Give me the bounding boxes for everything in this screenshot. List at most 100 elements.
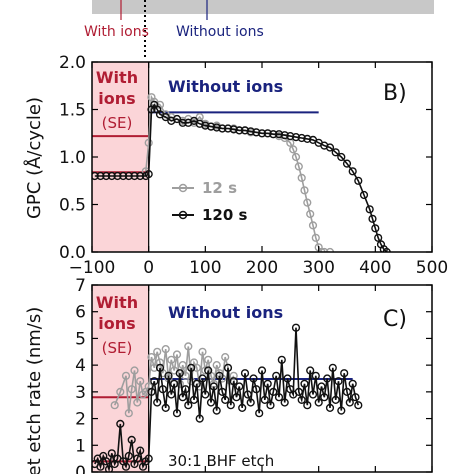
data-point — [178, 361, 187, 370]
data-point — [308, 221, 318, 230]
data-point — [172, 350, 182, 359]
x-tick-label: 500 — [416, 258, 448, 278]
data-point — [136, 171, 145, 181]
data-point — [150, 363, 159, 372]
data-point — [92, 171, 99, 181]
data-point — [297, 173, 306, 183]
data-point — [218, 387, 227, 397]
data-point — [223, 124, 233, 133]
data-point — [155, 363, 165, 372]
data-point — [325, 247, 335, 252]
data-point — [240, 369, 250, 378]
data-point — [184, 401, 193, 410]
data-point — [104, 465, 114, 472]
data-point — [121, 462, 131, 471]
y-tick-label: 0 — [75, 463, 86, 474]
data-point — [303, 401, 312, 410]
data-point — [170, 379, 179, 388]
data-point — [226, 401, 235, 410]
data-point — [181, 385, 190, 394]
panel-c-ylabel: Wet etch rate (nm/s) — [24, 307, 45, 474]
data-point — [107, 449, 116, 458]
data-point — [348, 167, 357, 176]
data-point — [280, 398, 289, 407]
data-point — [229, 125, 238, 134]
data-point — [246, 127, 255, 136]
data-point — [238, 403, 247, 413]
data-point — [147, 387, 156, 397]
data-point — [172, 409, 182, 418]
data-point — [297, 395, 306, 405]
data-point — [130, 171, 139, 181]
data-point — [150, 377, 159, 386]
data-point — [243, 390, 252, 399]
data-point — [192, 379, 201, 388]
data-point — [195, 119, 204, 128]
data-point — [187, 363, 196, 372]
data-point — [204, 355, 213, 364]
top-timeline-bar — [92, 0, 434, 14]
data-point — [206, 398, 216, 407]
data-point — [198, 374, 207, 383]
y-tick-label: 5 — [75, 329, 86, 349]
data-point — [382, 247, 391, 252]
data-point — [289, 145, 298, 154]
data-point — [303, 134, 312, 144]
data-point — [286, 132, 295, 141]
data-point — [280, 131, 289, 140]
data-point — [127, 385, 136, 394]
data-point — [144, 138, 153, 147]
data-point — [206, 122, 216, 131]
data-point — [212, 361, 221, 370]
y-tick-label: 2 — [75, 410, 86, 430]
y-tick-label: 6 — [75, 303, 86, 323]
legend-12s-marker — [178, 183, 188, 193]
data-point — [212, 123, 221, 132]
data-point — [167, 390, 176, 399]
data-point — [354, 176, 363, 185]
data-point — [283, 374, 292, 383]
data-point — [192, 363, 201, 372]
data-point — [198, 347, 207, 356]
data-point — [113, 171, 122, 181]
data-point — [297, 133, 306, 143]
series-line-12s — [113, 346, 235, 414]
data-point — [124, 409, 133, 418]
data-point — [334, 377, 343, 386]
legend-120s-marker — [178, 210, 188, 220]
data-point — [212, 406, 221, 415]
data-point — [342, 387, 352, 397]
data-point — [269, 130, 278, 139]
y-tick-label: 3 — [75, 383, 86, 403]
data-point — [274, 130, 284, 139]
y-tick-label: 1.5 — [59, 101, 86, 121]
x-tick-label: 300 — [302, 258, 334, 278]
data-point — [325, 143, 335, 152]
data-point — [107, 171, 116, 181]
data-point — [133, 454, 142, 463]
data-point — [235, 126, 244, 135]
panel-c-with-label-2: ions — [98, 314, 135, 333]
data-point — [263, 379, 272, 388]
data-point — [291, 323, 301, 332]
data-point — [133, 398, 142, 407]
data-point — [308, 390, 318, 399]
y-tick-label: 1 — [75, 436, 86, 456]
data-point — [175, 369, 184, 378]
data-point — [161, 403, 170, 413]
data-point — [365, 205, 374, 214]
data-point — [325, 403, 335, 413]
data-point — [300, 379, 309, 388]
data-point — [204, 366, 213, 375]
data-point — [272, 371, 281, 380]
data-point — [294, 162, 303, 171]
data-point — [266, 401, 275, 410]
data-point — [252, 128, 261, 137]
data-point — [246, 398, 255, 407]
data-point — [337, 406, 346, 415]
panel-b-ylabel: GPC (Å/cycle) — [23, 97, 45, 219]
panel-c-with-label-1: With — [96, 293, 138, 312]
data-point — [124, 451, 133, 461]
